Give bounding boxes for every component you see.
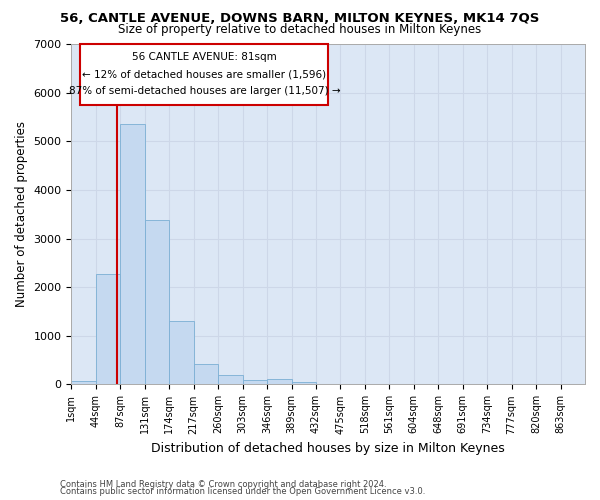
Bar: [145, 220, 169, 384]
Text: 87% of semi-detached houses are larger (11,507) →: 87% of semi-detached houses are larger (…: [68, 86, 340, 97]
Text: ← 12% of detached houses are smaller (1,596): ← 12% of detached houses are smaller (1,…: [82, 70, 326, 80]
Y-axis label: Number of detached properties: Number of detached properties: [15, 121, 28, 307]
Text: Contains public sector information licensed under the Open Government Licence v3: Contains public sector information licen…: [60, 488, 425, 496]
FancyBboxPatch shape: [80, 44, 328, 105]
Bar: [267, 379, 292, 384]
Bar: [71, 381, 96, 384]
Bar: [242, 380, 267, 384]
X-axis label: Distribution of detached houses by size in Milton Keynes: Distribution of detached houses by size …: [151, 442, 505, 455]
Text: Size of property relative to detached houses in Milton Keynes: Size of property relative to detached ho…: [118, 23, 482, 36]
Bar: [121, 124, 145, 384]
Bar: [96, 274, 121, 384]
Text: 56, CANTLE AVENUE, DOWNS BARN, MILTON KEYNES, MK14 7QS: 56, CANTLE AVENUE, DOWNS BARN, MILTON KE…: [61, 12, 539, 25]
Bar: [169, 320, 194, 384]
Bar: [292, 382, 316, 384]
Text: 56 CANTLE AVENUE: 81sqm: 56 CANTLE AVENUE: 81sqm: [132, 52, 277, 62]
Bar: [194, 364, 218, 384]
Text: Contains HM Land Registry data © Crown copyright and database right 2024.: Contains HM Land Registry data © Crown c…: [60, 480, 386, 489]
Bar: [218, 375, 242, 384]
